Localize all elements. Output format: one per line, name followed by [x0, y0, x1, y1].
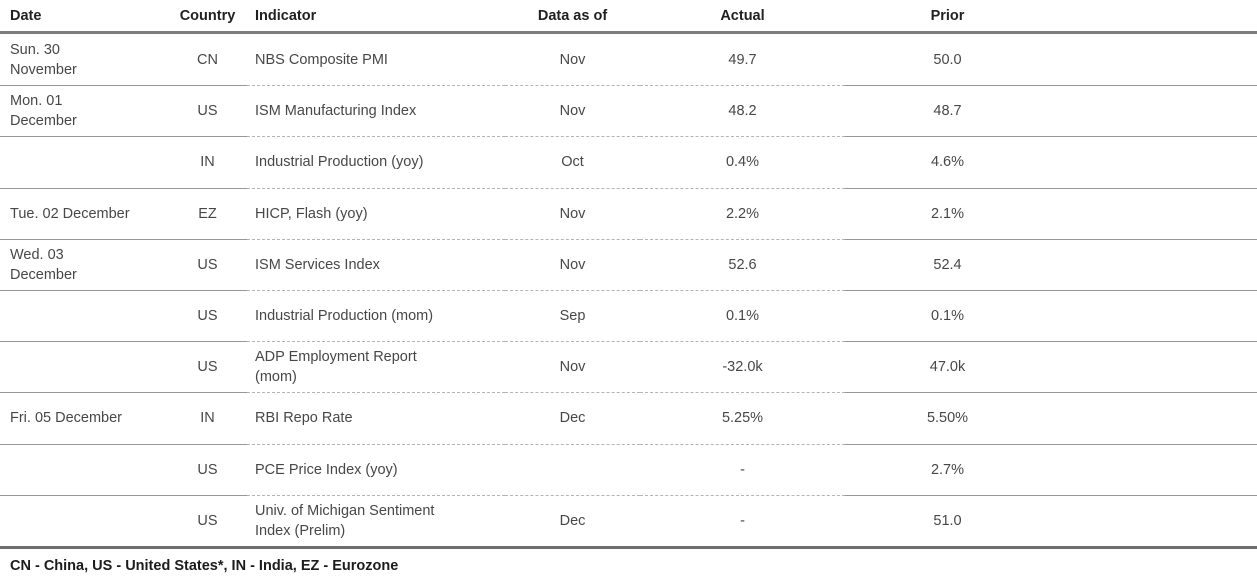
prior-cell: 4.6% [845, 136, 1050, 187]
data-as-of-cell: Dec [505, 494, 640, 546]
spacer-cell [1050, 187, 1257, 239]
date-cell: Sun. 30 November [10, 41, 77, 78]
indicator-cell: ISM Services Index [247, 238, 505, 290]
data-as-of-cell: Dec [505, 392, 640, 443]
country-cell: IN [168, 392, 247, 443]
table-row: US Univ. of Michigan Sentiment Index (Pr… [0, 494, 1257, 546]
table-row: Wed. 03 December US ISM Services Index N… [0, 238, 1257, 290]
column-header-prior: Prior [930, 7, 965, 24]
spacer-cell [1050, 238, 1257, 290]
country-cell: US [168, 443, 247, 495]
spacer-cell [1050, 443, 1257, 495]
date-cell [0, 136, 168, 187]
date-cell: Mon. 01 December [0, 85, 168, 136]
country-cell: EZ [168, 187, 247, 239]
actual-cell: 0.1% [640, 289, 845, 341]
table-row: US PCE Price Index (yoy) - 2.7% [0, 443, 1257, 495]
prior-cell: 2.1% [845, 187, 1050, 239]
spacer-cell [1050, 85, 1257, 136]
country-cell: US [168, 85, 247, 136]
indicator-cell: RBI Repo Rate [247, 392, 505, 443]
spacer-cell [1050, 494, 1257, 546]
table-row: US Industrial Production (mom) Sep 0.1% … [0, 289, 1257, 341]
actual-cell: - [640, 443, 845, 495]
data-as-of-cell: Nov [505, 341, 640, 392]
indicator-cell: PCE Price Index (yoy) [247, 443, 505, 495]
country-cell: US [168, 289, 247, 341]
table-row: Sun. 30 November CN NBS Composite PMI No… [0, 34, 1257, 85]
spacer-cell [1050, 136, 1257, 187]
table-row: Fri. 05 December IN RBI Repo Rate Dec 5.… [0, 392, 1257, 443]
data-as-of-cell: Nov [559, 51, 586, 68]
table-row: IN Industrial Production (yoy) Oct 0.4% … [0, 136, 1257, 187]
table-row: Mon. 01 December US ISM Manufacturing In… [0, 85, 1257, 136]
prior-cell: 50.0 [933, 51, 962, 68]
indicator-cell: Industrial Production (yoy) [247, 136, 505, 187]
spacer-cell [1050, 289, 1257, 341]
column-header-spacer [1050, 0, 1257, 31]
actual-cell: -32.0k [640, 341, 845, 392]
date-cell: Wed. 03 December [0, 238, 168, 290]
table-row: US ADP Employment Report (mom) Nov -32.0… [0, 341, 1257, 392]
indicator-cell: Univ. of Michigan Sentiment Index (Preli… [247, 494, 505, 546]
date-cell [0, 289, 168, 341]
date-cell [0, 494, 168, 546]
table-body: Sun. 30 November CN NBS Composite PMI No… [0, 34, 1257, 546]
data-as-of-cell: Nov [505, 238, 640, 290]
prior-cell: 52.4 [845, 238, 1050, 290]
actual-cell: 0.4% [640, 136, 845, 187]
economic-calendar-table: Date Country Indicator Data as of Actual… [0, 0, 1257, 574]
country-cell: US [168, 238, 247, 290]
indicator-cell: NBS Composite PMI [255, 51, 388, 68]
country-legend: CN - China, US - United States*, IN - In… [0, 545, 1257, 574]
data-as-of-cell: Nov [505, 187, 640, 239]
indicator-cell: Industrial Production (mom) [247, 289, 505, 341]
country-cell: US [168, 341, 247, 392]
prior-cell: 0.1% [845, 289, 1050, 341]
prior-cell: 47.0k [845, 341, 1050, 392]
date-cell: Fri. 05 December [0, 392, 168, 443]
column-header-actual: Actual [720, 7, 765, 24]
actual-cell: 2.2% [640, 187, 845, 239]
table-header-row: Date Country Indicator Data as of Actual… [0, 0, 1257, 34]
data-as-of-cell: Nov [505, 85, 640, 136]
prior-cell: 2.7% [845, 443, 1050, 495]
table-row: Tue. 02 December EZ HICP, Flash (yoy) No… [0, 187, 1257, 239]
indicator-cell: ISM Manufacturing Index [247, 85, 505, 136]
prior-cell: 51.0 [845, 494, 1050, 546]
spacer-cell [1050, 34, 1257, 85]
actual-cell: 52.6 [640, 238, 845, 290]
actual-cell: 5.25% [640, 392, 845, 443]
actual-cell: - [640, 494, 845, 546]
column-header-country: Country [179, 7, 236, 24]
date-cell [0, 341, 168, 392]
spacer-cell [1050, 392, 1257, 443]
actual-cell: 48.2 [640, 85, 845, 136]
data-as-of-cell: Oct [505, 136, 640, 187]
indicator-cell: ADP Employment Report (mom) [247, 341, 505, 392]
data-as-of-cell: Sep [505, 289, 640, 341]
column-header-indicator: Indicator [255, 7, 317, 24]
date-cell [0, 443, 168, 495]
actual-cell: 49.7 [728, 51, 757, 68]
date-cell: Tue. 02 December [0, 187, 168, 239]
prior-cell: 48.7 [845, 85, 1050, 136]
column-header-data-as-of: Data as of [537, 7, 608, 24]
prior-cell: 5.50% [845, 392, 1050, 443]
spacer-cell [1050, 341, 1257, 392]
country-cell: IN [168, 136, 247, 187]
country-cell: US [168, 494, 247, 546]
indicator-cell: HICP, Flash (yoy) [247, 187, 505, 239]
column-header-date: Date [10, 7, 42, 24]
country-cell: CN [197, 51, 218, 68]
data-as-of-cell [505, 443, 640, 495]
